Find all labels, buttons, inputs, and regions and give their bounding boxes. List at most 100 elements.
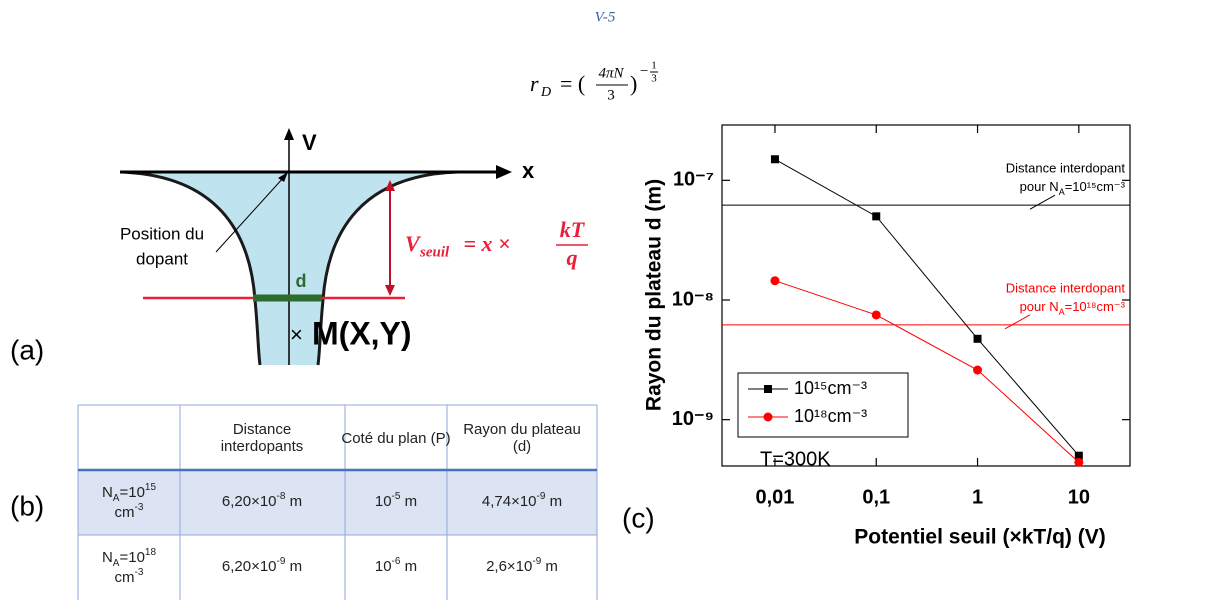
marker [871, 310, 881, 320]
reference-label: pour NA=10¹⁸cm⁻³ [1020, 299, 1126, 317]
formula-v: V [405, 231, 422, 256]
marker [872, 212, 881, 221]
header-cell: Rayon du plateau (d) [463, 421, 581, 455]
text-run: 6,20×10 [222, 493, 277, 510]
series-line [774, 158, 1080, 457]
well-edge [119, 170, 262, 366]
equation: r D = ( 4πN 3 ) − 1 3 [530, 60, 658, 103]
text-run: pour N [1020, 180, 1059, 195]
x-tick-label: 0,1 [862, 486, 890, 508]
table: Distance interdopants Coté du plan (P) Ray… [77, 404, 598, 600]
arrow-head [385, 285, 395, 296]
reference-label: Distance interdopant [1006, 280, 1126, 295]
formula-num: kT [560, 217, 586, 242]
text-run: m [400, 493, 417, 510]
marker [973, 334, 982, 343]
row-highlight [78, 470, 597, 535]
formula-den: q [567, 245, 578, 270]
x-tick-label: 10 [1068, 486, 1090, 508]
marker [770, 276, 780, 286]
header-text: Coté du plan (P) [341, 429, 451, 447]
formula-eq: = x × [458, 231, 516, 256]
legend-marker [764, 385, 772, 393]
eq-exp-den: 3 [651, 73, 657, 85]
sup: -6 [392, 556, 401, 567]
eq-close: ) [630, 71, 637, 96]
y-tick-label: 10⁻⁸ [672, 288, 714, 310]
text-run: =10¹⁸cm⁻³ [1065, 299, 1126, 314]
panel-label: (b) [10, 490, 44, 521]
arrow-head [385, 180, 395, 191]
text-run: =10¹⁵cm⁻³ [1065, 180, 1126, 195]
plot-frame [721, 124, 1131, 467]
y-axis-title: Rayon du plateau d (m) [643, 179, 666, 411]
legend-box [737, 372, 909, 438]
header-text: Distance interdopants [220, 421, 304, 455]
legend-marker [763, 412, 773, 422]
table-text: 10-6 m [375, 556, 417, 575]
y-tick-label: 10⁻⁹ [672, 408, 714, 430]
pointer [215, 176, 285, 253]
text-run: m [541, 558, 558, 575]
table-text: NA=1015 [102, 482, 157, 504]
text-run: N [102, 549, 113, 566]
sup: -3 [135, 567, 144, 578]
eq-exp-sign: − [640, 63, 648, 79]
dopant-label: dopant [136, 249, 188, 268]
sup: -3 [135, 502, 144, 513]
page-header: V-5 [595, 9, 616, 25]
v-axis-label: V [302, 130, 317, 155]
text-run: cm [115, 504, 135, 521]
series-line [774, 280, 1080, 463]
table-text: cm-3 [115, 502, 144, 521]
diagram: V x d Position du dopant × M(X,Y) V seui… [119, 128, 588, 366]
well-edge [316, 170, 459, 366]
eq-num: 4πN [598, 65, 624, 81]
text-run: =10 [119, 484, 144, 501]
marker [770, 155, 779, 164]
table-text: 6,20×10-8 m [222, 491, 302, 510]
annotation: T=300K [760, 448, 831, 470]
reference-label: Distance interdopant [1006, 161, 1126, 176]
d-label: d [296, 271, 307, 291]
text-run: 2,6×10 [486, 558, 532, 575]
text-run: 10 [375, 558, 392, 575]
marker [1074, 451, 1083, 460]
formula-sub: seuil [419, 244, 450, 260]
arrow-head [496, 165, 512, 179]
table-text: 2,6×10-9 m [486, 556, 558, 575]
sub: A [1059, 188, 1065, 198]
sup: -9 [277, 556, 286, 567]
text-run: m [400, 558, 417, 575]
x-axis-label: x [522, 158, 535, 183]
marker [973, 365, 983, 375]
sup: -9 [537, 491, 546, 502]
point-mark: × [290, 322, 303, 347]
sub: A [113, 493, 120, 504]
eq-lhs-sub: D [540, 85, 551, 100]
sup: -8 [277, 491, 286, 502]
text-run: m [545, 493, 562, 510]
y-tick-label: 10⁻⁷ [673, 169, 714, 191]
text-run: 10 [375, 493, 392, 510]
header-cell: Distance interdopants [220, 421, 304, 455]
eq-sign: = ( [560, 71, 585, 96]
legend-label: 10¹⁸cm⁻³ [794, 406, 867, 426]
table-grid [77, 404, 598, 600]
text-run: m [285, 493, 302, 510]
dopant-label: Position du [120, 224, 204, 243]
header-text: Rayon du plateau (d) [463, 421, 581, 455]
text-run: 4,74×10 [482, 493, 537, 510]
marker [1074, 457, 1084, 467]
text-run: =10 [119, 549, 144, 566]
text-run: cm [115, 569, 135, 586]
x-axis-title: Potentiel seuil (×kT/q) (V) [854, 526, 1105, 549]
x-tick-label: 1 [972, 486, 983, 508]
text-run: N [102, 484, 113, 501]
sup: -9 [532, 556, 541, 567]
chart: Rayon du plateau d (m) Potentiel seuil (… [643, 124, 1131, 549]
x-tick-label: 0,01 [755, 486, 794, 508]
eq-exp-num: 1 [651, 60, 657, 72]
eq-lhs: r [530, 71, 539, 96]
